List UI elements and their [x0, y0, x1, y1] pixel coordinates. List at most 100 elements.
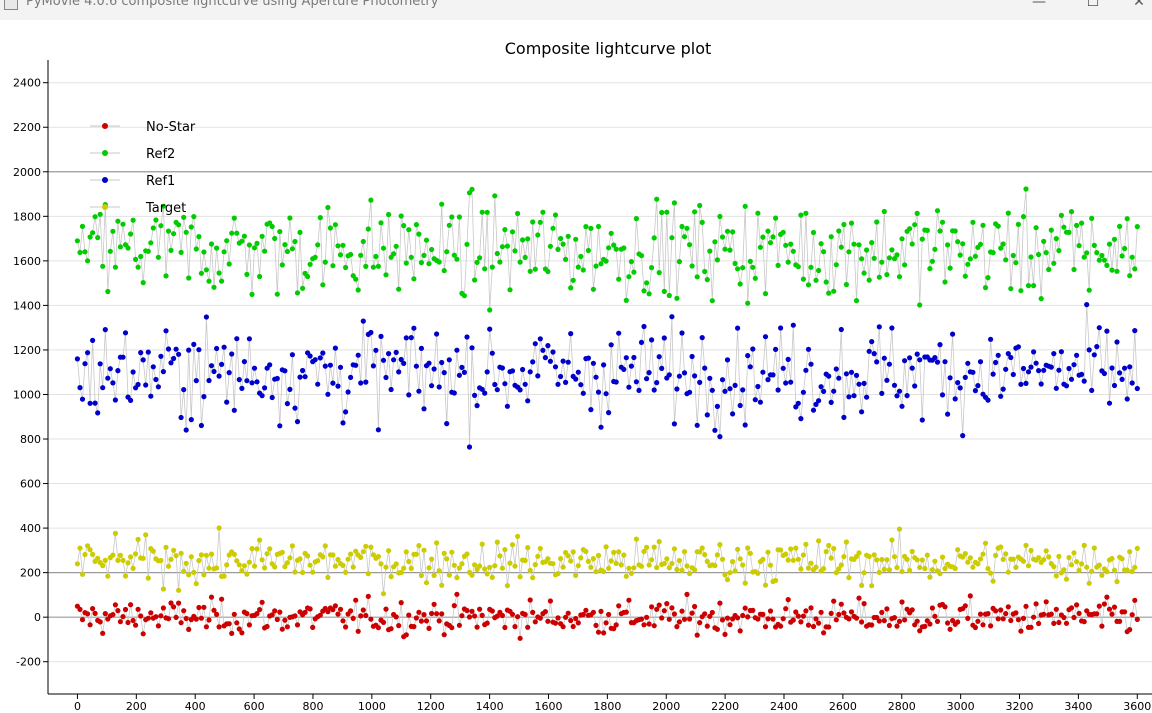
data-point — [702, 611, 708, 617]
data-point — [742, 580, 748, 586]
data-point — [570, 277, 576, 283]
data-point — [436, 384, 442, 390]
data-point — [967, 256, 973, 262]
data-point — [469, 608, 475, 614]
data-point — [939, 219, 946, 225]
data-point — [1036, 555, 1042, 561]
data-point — [530, 609, 536, 616]
data-point — [995, 223, 1001, 229]
data-point — [140, 555, 146, 561]
data-point — [542, 609, 549, 615]
series-ref2 — [74, 186, 1140, 313]
data-point — [133, 256, 139, 262]
data-point — [456, 372, 462, 378]
data-point — [504, 583, 510, 589]
data-point — [805, 565, 812, 571]
maximize-button[interactable]: ☐ — [1086, 0, 1100, 10]
data-point — [998, 245, 1004, 251]
minimize-button[interactable]: — — [1032, 0, 1046, 10]
data-point — [894, 565, 900, 571]
data-point — [765, 549, 771, 555]
data-point — [117, 552, 123, 559]
data-point — [841, 554, 847, 560]
data-point — [1053, 606, 1059, 612]
data-point — [107, 366, 113, 372]
data-point — [239, 385, 245, 391]
data-point — [196, 604, 202, 611]
data-point — [246, 242, 252, 248]
data-point — [244, 571, 250, 577]
data-point — [813, 277, 819, 283]
data-point — [282, 368, 288, 374]
data-point — [1008, 617, 1014, 624]
data-point — [813, 564, 819, 570]
data-point — [300, 367, 306, 374]
data-point — [942, 279, 948, 285]
data-point — [712, 239, 718, 245]
data-point — [884, 557, 890, 563]
data-point — [565, 553, 571, 559]
data-point — [325, 204, 331, 211]
data-point — [1109, 267, 1115, 273]
data-point — [1094, 344, 1100, 350]
data-point — [1074, 559, 1080, 565]
close-button[interactable]: ✕ — [1133, 0, 1145, 10]
data-point — [492, 381, 498, 388]
data-point — [977, 241, 984, 247]
data-point — [507, 287, 513, 293]
data-point — [284, 248, 290, 255]
data-point — [783, 551, 789, 557]
data-point — [684, 225, 690, 231]
data-point — [337, 364, 344, 370]
data-point — [1028, 364, 1034, 370]
data-point — [929, 567, 936, 573]
data-point — [97, 211, 103, 217]
data-point — [692, 373, 698, 379]
data-point — [767, 608, 774, 614]
data-point — [709, 298, 715, 304]
data-point — [312, 357, 318, 363]
data-point — [155, 623, 161, 629]
data-point — [158, 613, 164, 619]
data-point — [340, 618, 346, 624]
data-point — [203, 552, 209, 558]
data-point — [717, 542, 723, 548]
data-point — [644, 376, 650, 382]
data-point — [330, 607, 336, 613]
data-point — [917, 628, 923, 634]
data-point — [762, 291, 769, 297]
data-point — [264, 623, 270, 630]
data-point — [826, 624, 832, 630]
data-point — [1051, 564, 1057, 570]
data-point — [649, 604, 655, 610]
data-point — [613, 560, 619, 567]
data-point — [798, 416, 804, 422]
data-point — [773, 577, 779, 584]
data-point — [681, 234, 688, 240]
y-tick-label: 1000 — [13, 388, 41, 401]
data-point — [687, 389, 693, 395]
data-point — [133, 622, 139, 628]
data-point — [216, 525, 222, 531]
data-point — [451, 390, 457, 396]
data-point — [135, 606, 141, 612]
data-point — [803, 608, 809, 614]
data-point — [388, 386, 394, 393]
data-point — [1106, 606, 1113, 612]
data-point — [967, 593, 973, 599]
data-point — [246, 336, 252, 342]
data-point — [1086, 287, 1092, 293]
data-point — [193, 246, 199, 252]
data-point — [165, 616, 172, 622]
data-point — [1076, 243, 1082, 249]
data-point — [122, 330, 129, 336]
data-point — [755, 383, 761, 390]
data-point — [535, 232, 541, 238]
data-point — [1008, 354, 1014, 361]
data-point — [348, 608, 354, 614]
data-point — [327, 225, 333, 231]
y-tick-label: 2400 — [13, 77, 41, 90]
data-point — [899, 403, 905, 409]
data-point — [881, 208, 887, 215]
